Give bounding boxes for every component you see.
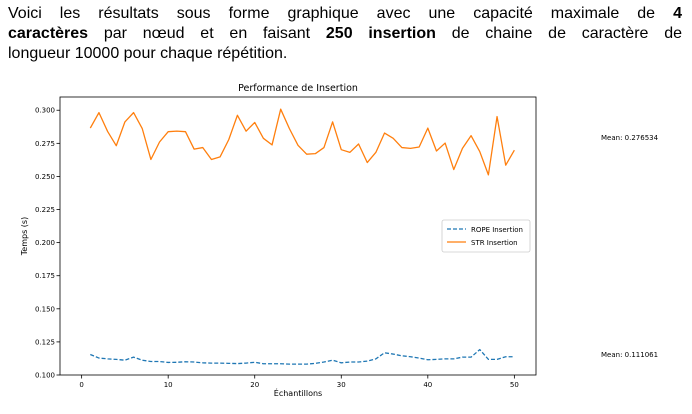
x-tick-label: 50 <box>510 381 519 389</box>
x-axis-label: Échantillons <box>274 387 322 398</box>
intro-line-2: caractères par nœud et en faisant 250 in… <box>8 24 682 44</box>
intro-text: longueur 10000 pour chaque répétition. <box>8 45 288 62</box>
mean-rope-annotation: Mean: 0.111061 <box>601 351 658 359</box>
intro-paragraph: Voici les résultats sous forme graphique… <box>8 4 682 64</box>
y-tick-label: 0.250 <box>35 173 55 181</box>
intro-bold-caracteres: caractères <box>8 25 89 42</box>
chart-legend: ROPE Insertion STR Insertion <box>441 219 531 253</box>
legend-label-str: STR Insertion <box>471 239 518 247</box>
x-tick-label: 30 <box>337 381 346 389</box>
chart-title: Performance de Insertion <box>238 83 358 94</box>
x-tick-label: 20 <box>250 381 259 389</box>
y-tick-label: 0.225 <box>35 206 55 214</box>
mean-str-annotation: Mean: 0.276534 <box>601 134 659 142</box>
legend-box <box>441 219 531 253</box>
intro-text: Voici les résultats sous forme graphique… <box>8 5 674 22</box>
x-tick-label: 10 <box>164 381 173 389</box>
y-axis-label: Temps (s) <box>20 217 29 256</box>
y-tick-label: 0.275 <box>35 140 55 148</box>
intro-bold-capacity: 4 <box>673 5 682 22</box>
plot-frame <box>59 96 537 376</box>
x-tick-label: 0 <box>79 381 83 389</box>
y-tick-label: 0.125 <box>35 338 55 346</box>
y-tick-label: 0.200 <box>35 239 55 247</box>
y-tick-label: 0.175 <box>35 272 55 280</box>
series-line-rope <box>90 348 515 365</box>
intro-text: de chaine de caractère de <box>435 25 682 42</box>
y-tick-label: 0.150 <box>35 305 55 313</box>
intro-line-3: longueur 10000 pour chaque répétition. <box>8 44 682 64</box>
y-tick-label: 0.100 <box>35 372 55 380</box>
intro-bold-insertions: 250 insertion <box>325 25 436 42</box>
x-tick-label: 40 <box>423 381 432 389</box>
chart-figure: Performance de Insertion 0.100 0.125 0.150… <box>0 76 692 409</box>
intro-line-1: Voici les résultats sous forme graphique… <box>8 4 682 24</box>
series-line-str <box>89 108 515 176</box>
y-tick-label: 0.300 <box>35 107 55 115</box>
insertion-performance-chart: Performance de Insertion 0.100 0.125 0.150… <box>20 83 659 398</box>
intro-text: par nœud et en faisant <box>88 25 326 42</box>
legend-label-rope: ROPE Insertion <box>471 226 523 234</box>
